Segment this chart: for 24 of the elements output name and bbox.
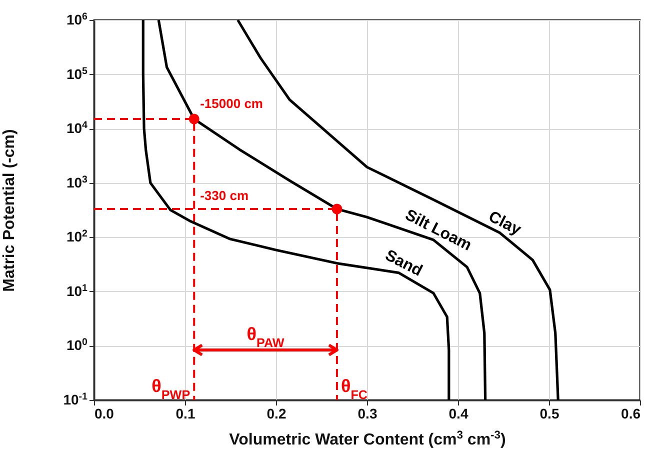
y-tick-label: 10$^{3}$	[66, 174, 88, 190]
x-tick-label: 0.1	[176, 406, 196, 422]
y-tick-label: 10$^{0}$	[66, 336, 88, 354]
x-tick-label: 0.5	[540, 406, 560, 422]
x-tick-label: 0.0	[94, 406, 114, 422]
y-tick-label: 10$^{5}$	[66, 65, 88, 82]
annotation: -15000 cm	[200, 96, 263, 112]
annotation: θ$_{PWP}$	[152, 376, 190, 402]
text: Clay	[486, 208, 524, 239]
annotation: θ$_{FC}$	[340, 376, 368, 402]
y-axis-title: Matric Potential (-cm)	[0, 129, 18, 292]
y-tick-label: 10$^{-1}$	[63, 391, 88, 408]
annotation: θ$_{PAW}$	[246, 324, 284, 350]
y-tick-label: 10$^{6}$	[66, 11, 88, 28]
text: Sand	[382, 247, 425, 280]
annotation: -330 cm	[200, 188, 249, 203]
y-tick-label: 10$^{1}$	[66, 282, 88, 299]
x-tick-label: 0.3	[358, 406, 378, 422]
x-tick-label: 0.2	[266, 406, 286, 422]
y-tick-label: 10$^{4}$	[66, 120, 88, 136]
x-axis-title: Volumetric Water Content (cm$^{3}$ cm$^{-3}$)	[229, 430, 506, 448]
x-tick-label: 0.4	[448, 406, 468, 422]
x-tick-label: 0.6	[621, 406, 641, 422]
y-tick-label: 10$^{2}$	[66, 228, 88, 245]
